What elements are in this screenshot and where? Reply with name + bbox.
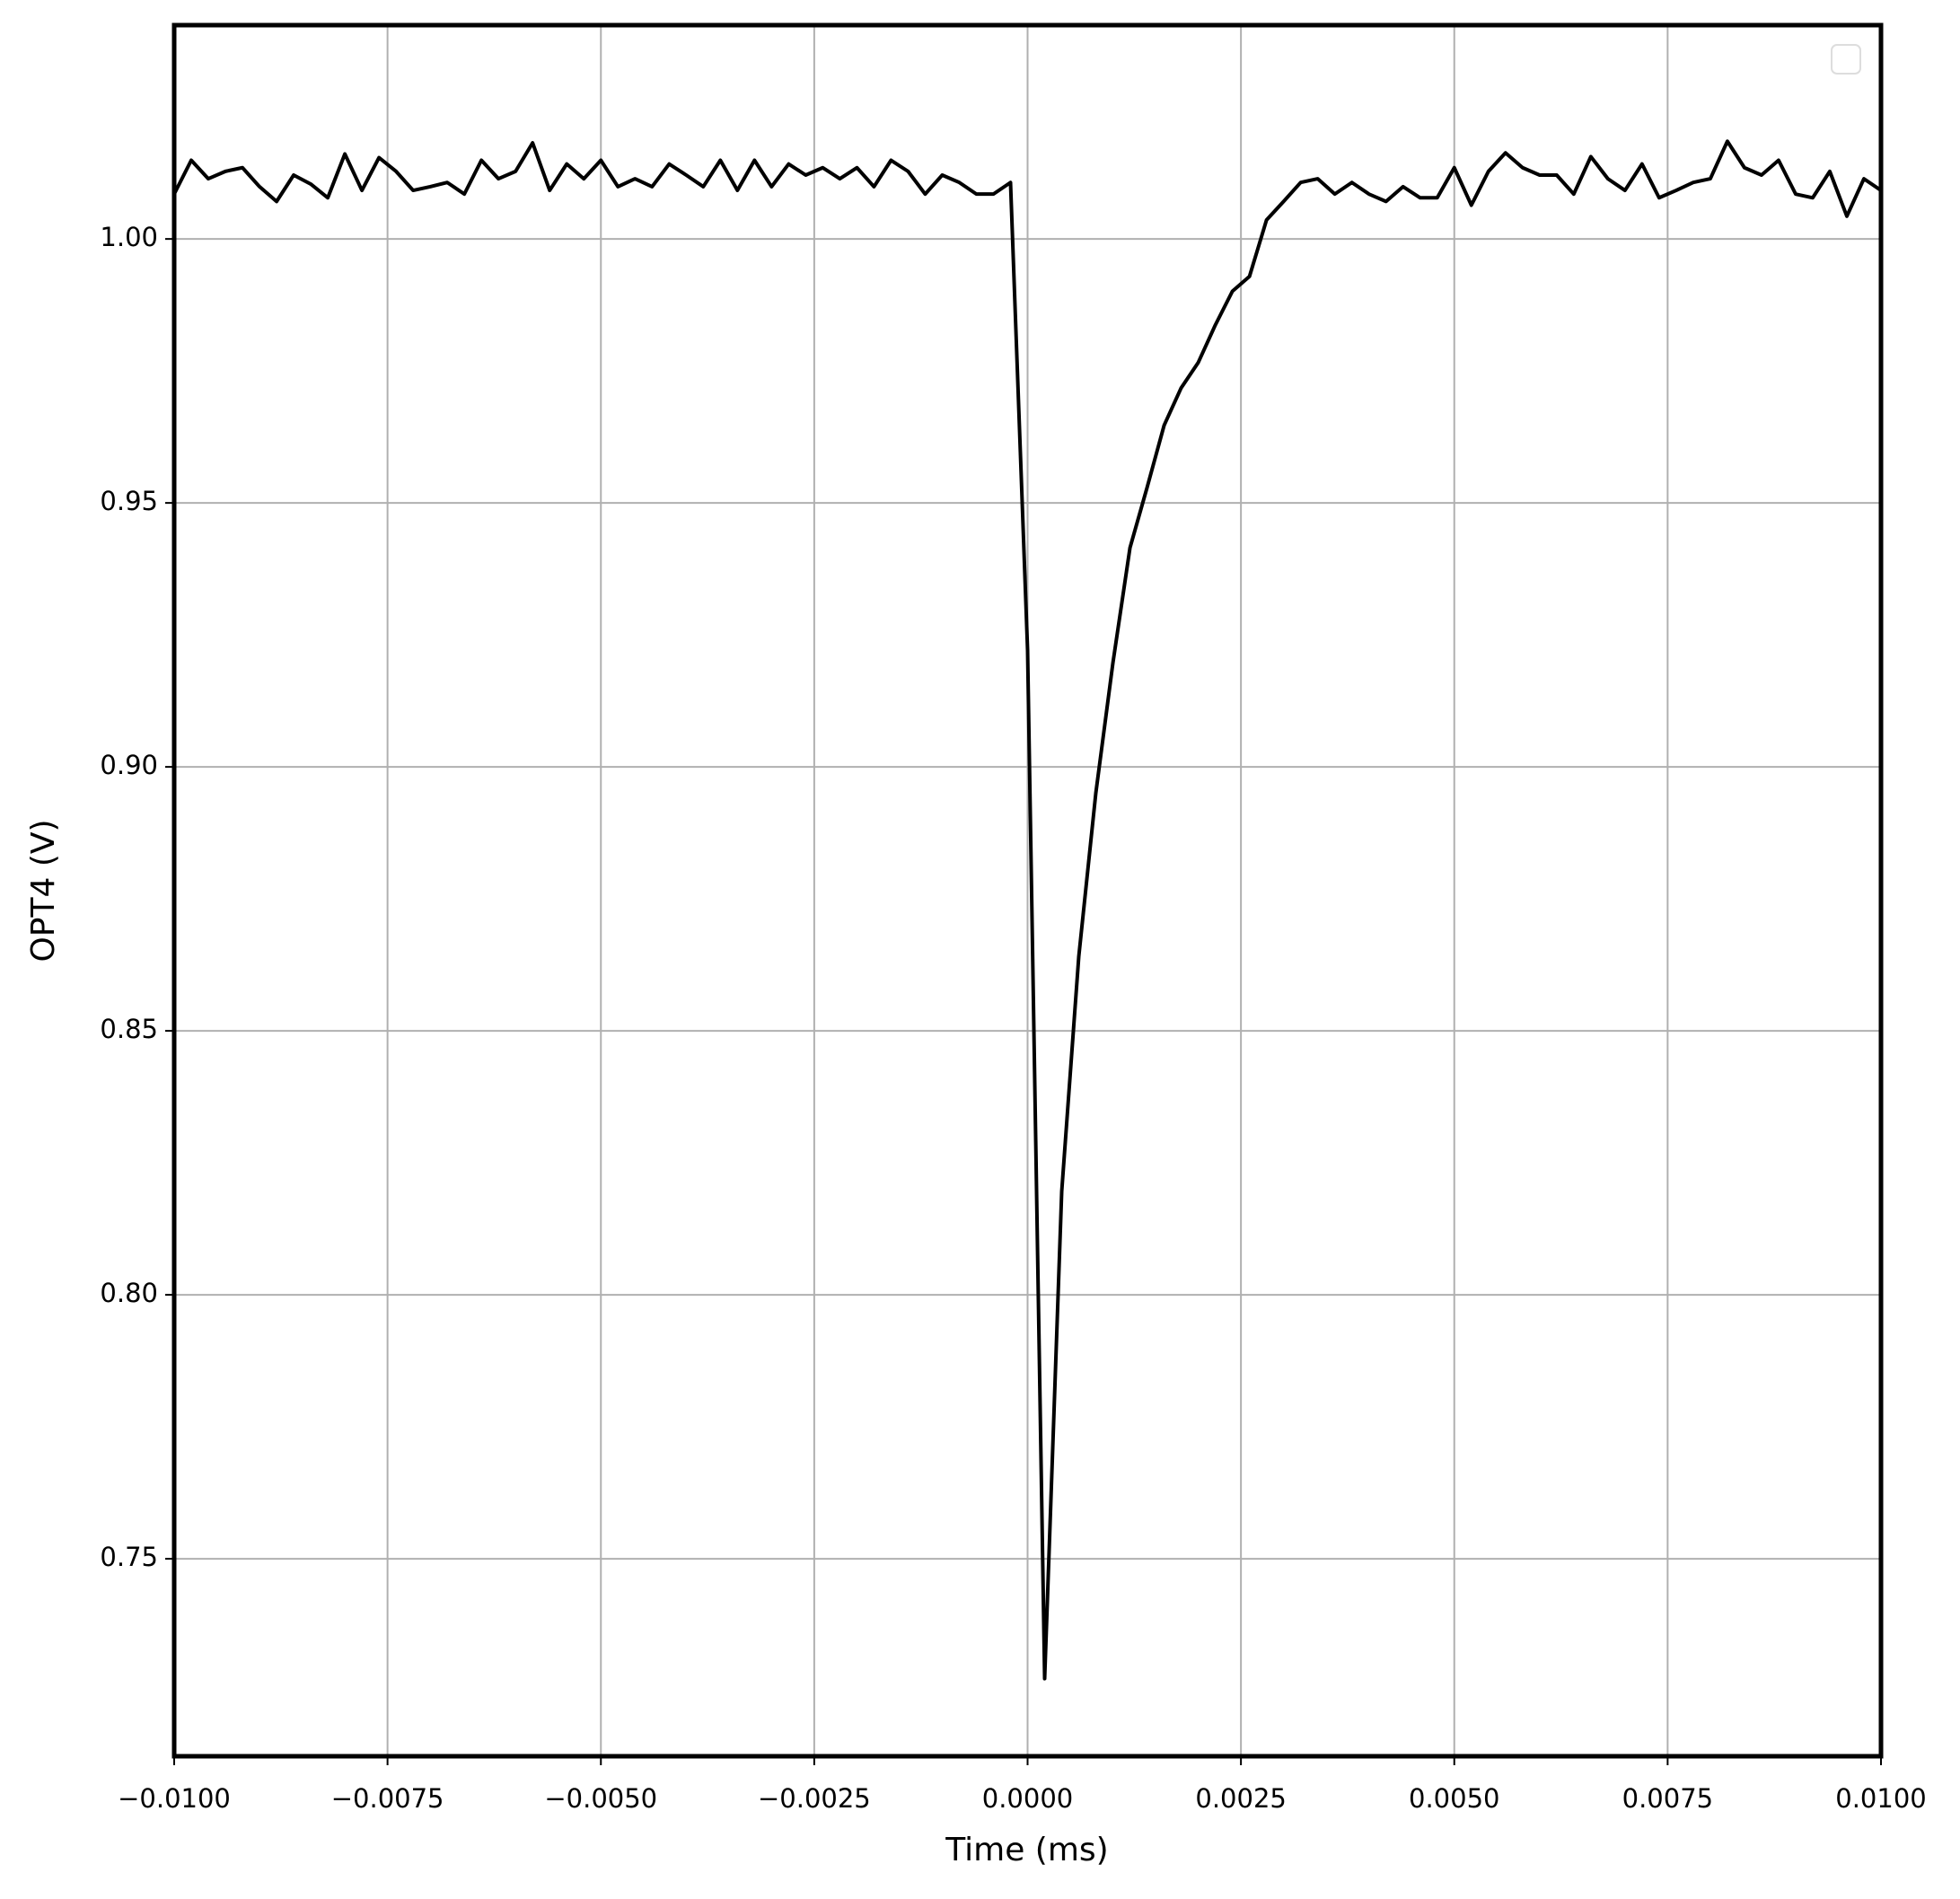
y-tick-label: 1.00: [100, 222, 158, 252]
x-tick-label: 0.0100: [1835, 1783, 1926, 1814]
x-tick-label: 0.0000: [982, 1783, 1073, 1814]
grid: [173, 25, 1882, 1756]
plot: [172, 139, 1883, 1681]
x-tick-label: −0.0075: [331, 1783, 444, 1814]
x-tick-label: −0.0050: [544, 1783, 657, 1814]
y-axis-label: OPT4 (V): [25, 819, 62, 962]
x-tick-label: 0.0025: [1195, 1783, 1286, 1814]
y-tick-label: 0.75: [100, 1542, 158, 1572]
x-tick-label: 0.0050: [1409, 1783, 1499, 1814]
x-tick-label: −0.0100: [118, 1783, 231, 1814]
x-axis-label: Time (ms): [945, 1832, 1108, 1868]
y-tick-label: 0.85: [100, 1014, 158, 1044]
y-tick-label: 0.95: [100, 486, 158, 516]
data-line: [172, 139, 1883, 1681]
y-tick-label: 0.80: [100, 1278, 158, 1308]
x-tick-label: −0.0025: [758, 1783, 871, 1814]
y-tick-label: 0.90: [100, 750, 158, 780]
x-tick-label: 0.0075: [1622, 1783, 1713, 1814]
legend-box: [1831, 44, 1861, 75]
